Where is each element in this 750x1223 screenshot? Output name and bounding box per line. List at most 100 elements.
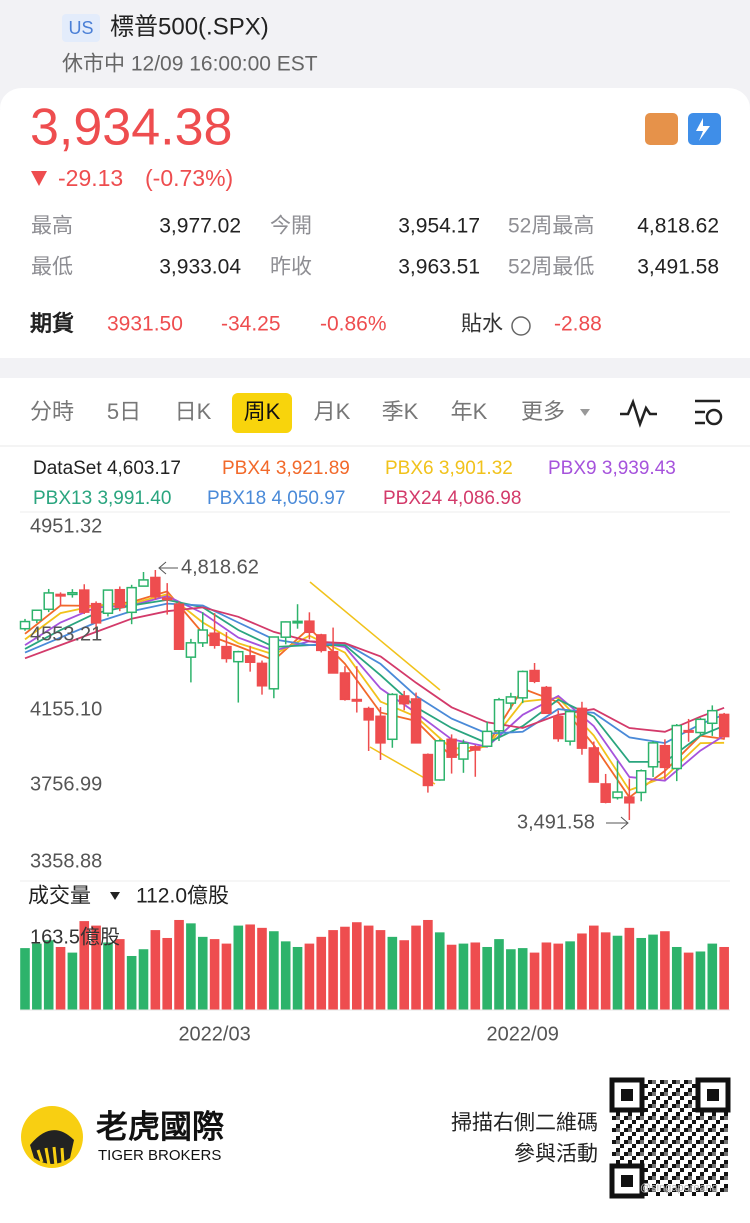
info-icon[interactable]	[511, 316, 531, 336]
candle-body	[517, 670, 528, 699]
volume-bar	[257, 927, 267, 1010]
card-top	[0, 88, 750, 128]
candle-body	[161, 597, 173, 601]
candle-body	[173, 603, 185, 650]
volume-bar	[32, 943, 42, 1010]
volume-bar	[600, 932, 611, 1010]
market-badge	[62, 14, 100, 42]
candle-body	[209, 632, 220, 647]
stat-label: 最高	[31, 215, 73, 238]
candle-body	[541, 686, 552, 715]
basis: -2.88	[554, 313, 602, 336]
futures-pct: -0.86%	[320, 313, 387, 336]
volume-label: 成交量	[28, 885, 91, 908]
volume-bar	[648, 934, 658, 1010]
candle-body	[150, 576, 161, 598]
legend-entry: PBX18 4,050.97	[207, 488, 345, 509]
volume-bar	[115, 939, 125, 1010]
volume-bar	[612, 935, 623, 1010]
legend-entry: PBX24 4,086.98	[383, 488, 521, 509]
volume-bar	[707, 943, 718, 1010]
candle-body	[185, 642, 197, 658]
low-pointer-head	[620, 816, 629, 830]
volume-bar	[186, 923, 196, 1010]
candle-body	[446, 738, 457, 758]
ma-line	[24, 595, 725, 782]
tab[interactable]: 更多	[521, 399, 565, 424]
volume-bar	[126, 955, 137, 1010]
tab[interactable]: 日K	[175, 399, 212, 424]
volume-bar	[494, 939, 504, 1010]
futures-change: -34.25	[221, 313, 281, 336]
tab[interactable]: 年K	[451, 399, 488, 424]
indicator-icon[interactable]	[620, 398, 657, 428]
y-tick-label: 3358.88	[30, 850, 102, 872]
volume-bar	[660, 931, 670, 1010]
volume-bar	[150, 930, 161, 1010]
cta: 參與活動	[514, 1143, 598, 1166]
candle-body	[363, 707, 374, 721]
volume-bar	[304, 943, 315, 1010]
candle-body	[31, 609, 43, 621]
high-pointer-head	[158, 561, 167, 575]
candle-body	[647, 742, 659, 768]
tab[interactable]: 分時	[30, 399, 74, 424]
tab[interactable]: 季K	[382, 399, 419, 424]
candle-body	[244, 655, 256, 663]
legend-value: 4,050.97	[271, 488, 345, 509]
candle-body	[659, 744, 671, 769]
volume-bar	[624, 927, 635, 1010]
plot	[19, 569, 730, 821]
candle-body	[221, 645, 232, 660]
legend-entry: PBX13 3,991.40	[33, 488, 171, 509]
volume-bar	[79, 921, 90, 1010]
candle-body	[375, 715, 386, 744]
stat-value: 3,977.02	[159, 215, 241, 238]
volume-bar	[20, 948, 30, 1010]
trend-drawing	[309, 581, 441, 691]
candle-body	[718, 713, 730, 738]
candle-body	[316, 634, 327, 652]
stat-label: 昨收	[270, 256, 312, 279]
volume-bar	[174, 919, 184, 1010]
candle-body	[588, 747, 600, 783]
icon-a[interactable]	[645, 113, 678, 145]
legend-name: PBX18	[207, 488, 266, 509]
tab[interactable]: 月K	[314, 399, 351, 424]
volume-bar	[245, 924, 255, 1010]
volume-bar	[541, 942, 552, 1010]
legend-value: 4,086.98	[447, 488, 521, 509]
volume-bar	[292, 946, 303, 1010]
candle-body	[707, 709, 718, 725]
volume-bar	[434, 932, 445, 1010]
more-caret	[580, 409, 590, 416]
volume-bar	[589, 925, 599, 1010]
settings-icon[interactable]	[695, 399, 723, 426]
volume-bar	[138, 949, 149, 1010]
candle-body	[493, 698, 505, 732]
qr-code[interactable]	[609, 1077, 731, 1199]
volume-dropdown[interactable]	[110, 892, 120, 900]
candle-body	[351, 698, 363, 702]
volume-plot	[20, 919, 729, 1010]
stat-label: 52周最高	[508, 215, 594, 238]
candle-body	[434, 740, 445, 781]
volume-bar	[280, 941, 291, 1010]
tab[interactable]: 周K	[244, 399, 281, 424]
candle-body	[410, 698, 422, 744]
candle-body	[114, 588, 126, 609]
x-tick-label: 2022/09	[487, 1023, 559, 1045]
change-pct: (-0.73%)	[145, 165, 233, 191]
candle-body	[481, 730, 493, 748]
volume-bar	[411, 925, 421, 1010]
candle-body	[695, 718, 706, 734]
legend-dataset: DataSet 4,603.17	[33, 458, 181, 479]
futures-label: 期貨	[30, 311, 74, 336]
tab[interactable]: 5日	[107, 399, 141, 424]
candle-body	[102, 589, 114, 615]
volume-bar	[458, 943, 469, 1010]
volume-bar	[517, 948, 528, 1010]
stat-value: 3,954.17	[398, 215, 480, 238]
cta: 掃描右側二維碼	[451, 1112, 598, 1135]
